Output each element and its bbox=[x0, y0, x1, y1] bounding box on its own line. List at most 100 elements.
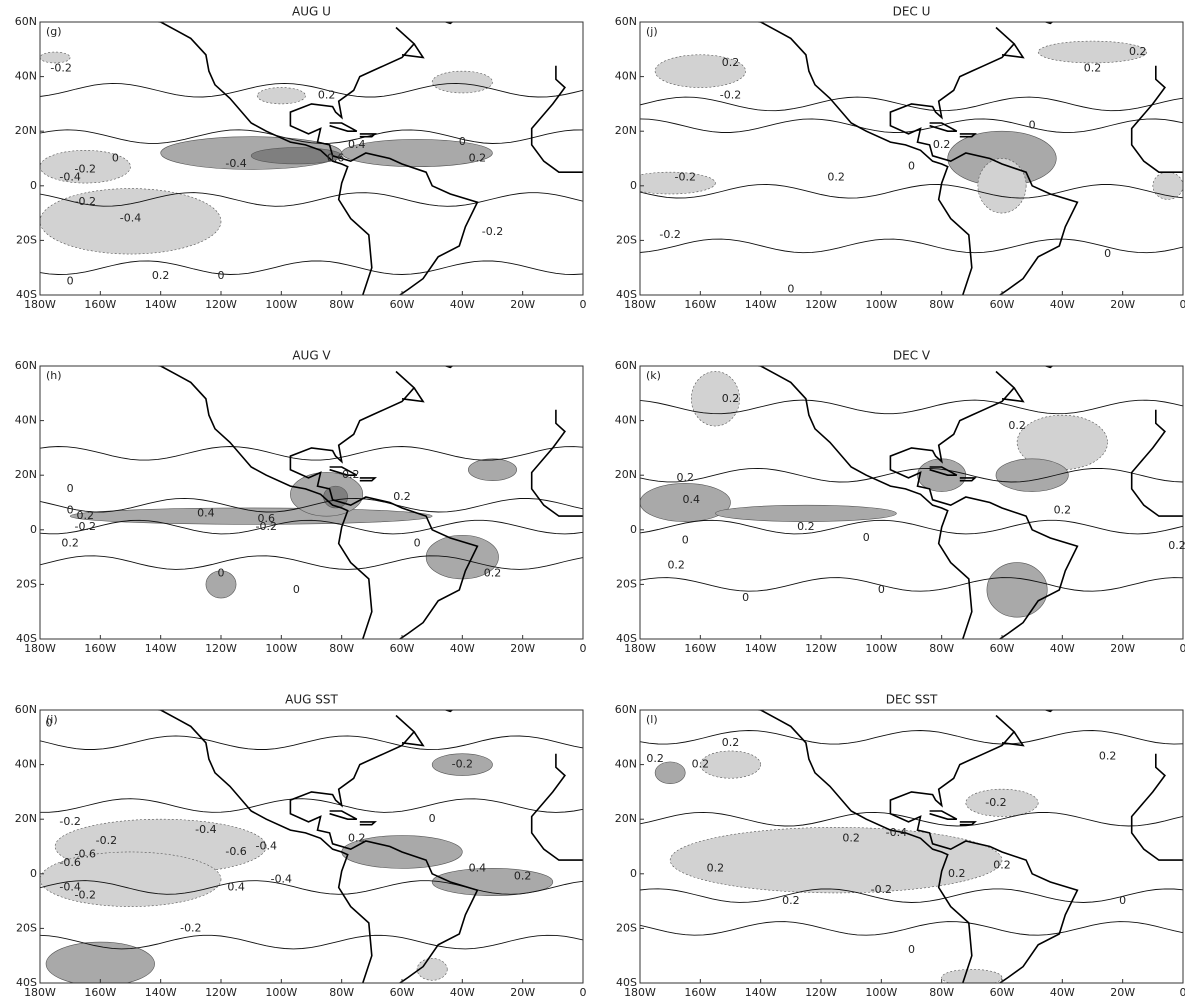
x-tick-label: 120W bbox=[205, 298, 237, 311]
coastline bbox=[532, 410, 583, 516]
contour-label: -0.2 bbox=[256, 520, 277, 533]
x-tick-label: 120W bbox=[805, 986, 837, 998]
x-tick-label: 0 bbox=[1180, 986, 1185, 998]
x-tick-label: 100W bbox=[865, 986, 897, 998]
y-tick-label: 20N bbox=[615, 468, 637, 481]
coastline bbox=[360, 478, 375, 481]
contour-label: 0.2 bbox=[1168, 539, 1185, 552]
contour-label: -0.2 bbox=[659, 228, 680, 241]
y-tick-label: 60N bbox=[15, 15, 37, 28]
contour-line bbox=[640, 468, 1183, 482]
y-tick-label: 0 bbox=[630, 523, 637, 536]
contour-label: 0.2 bbox=[722, 56, 740, 69]
contour-label: 0.6 bbox=[327, 152, 345, 165]
contour-label: 0.2 bbox=[1084, 61, 1102, 74]
contour-label: 0 bbox=[908, 943, 915, 956]
x-tick-label: 20W bbox=[510, 298, 535, 311]
x-tick-label: 0 bbox=[580, 298, 587, 311]
contour-label: 0.2 bbox=[469, 152, 487, 165]
coastline bbox=[532, 754, 583, 860]
y-tick-label: 0 bbox=[630, 179, 637, 192]
contour-line bbox=[40, 261, 583, 275]
y-tick-label: 40N bbox=[15, 758, 37, 771]
contour-label: -0.4 bbox=[120, 212, 141, 225]
x-tick-label: 60W bbox=[990, 298, 1015, 311]
panel-letter: (h) bbox=[46, 369, 62, 382]
y-tick-label: 20N bbox=[15, 124, 37, 137]
contour-line bbox=[40, 799, 583, 813]
panel-letter: (l) bbox=[646, 713, 658, 726]
y-tick-label: 60N bbox=[615, 703, 637, 716]
panel-title: DEC V bbox=[893, 349, 931, 363]
panel-title: AUG SST bbox=[285, 693, 338, 707]
contour-label: -0.2 bbox=[452, 758, 473, 771]
coastline bbox=[290, 28, 477, 306]
x-tick-label: 20W bbox=[1110, 642, 1135, 655]
x-tick-label: 140W bbox=[145, 986, 177, 998]
x-tick-label: 60W bbox=[390, 298, 415, 311]
contour-label: 0 bbox=[742, 591, 749, 604]
x-tick-label: 60W bbox=[990, 642, 1015, 655]
x-tick-label: 140W bbox=[145, 298, 177, 311]
x-tick-label: 80W bbox=[929, 642, 954, 655]
contour-label: 0.2 bbox=[1129, 45, 1147, 58]
y-tick-label: 20N bbox=[15, 812, 37, 825]
y-tick-label: 60N bbox=[615, 359, 637, 372]
x-tick-label: 60W bbox=[990, 986, 1015, 998]
x-tick-label: 160W bbox=[684, 298, 716, 311]
contour-label: 0.2 bbox=[667, 558, 685, 571]
contour-label: -0.2 bbox=[675, 171, 696, 184]
contour-label: -0.2 bbox=[75, 520, 96, 533]
contour-label: 0 bbox=[1119, 894, 1126, 907]
y-tick-label: 40N bbox=[615, 414, 637, 427]
y-tick-label: 20N bbox=[615, 124, 637, 137]
coastline bbox=[731, 19, 972, 306]
coastline bbox=[330, 123, 357, 131]
contour-label: 0.2 bbox=[707, 861, 725, 874]
x-tick-label: 40W bbox=[450, 642, 475, 655]
contour-label: 0 bbox=[67, 274, 74, 287]
x-tick-label: 100W bbox=[865, 298, 897, 311]
contour-line bbox=[40, 556, 583, 570]
shaded-region bbox=[257, 88, 305, 104]
contour-label: -0.2 bbox=[482, 225, 503, 238]
x-tick-label: 100W bbox=[265, 986, 297, 998]
contour-line bbox=[640, 812, 1183, 826]
panel-letter: (i) bbox=[46, 713, 58, 726]
contour-label: 0 bbox=[459, 135, 466, 148]
x-tick-label: 80W bbox=[929, 298, 954, 311]
contour-label: 0 bbox=[1104, 247, 1111, 260]
y-tick-label: 0 bbox=[30, 867, 37, 880]
shaded-region bbox=[324, 486, 348, 508]
y-tick-label: 40N bbox=[615, 70, 637, 83]
shaded-region bbox=[918, 459, 966, 492]
contour-label: 0.2 bbox=[993, 859, 1011, 872]
coastline bbox=[1132, 754, 1183, 860]
y-tick-label: 20S bbox=[16, 921, 37, 934]
contour-label: 0.2 bbox=[722, 736, 740, 749]
contour-label: 0.4 bbox=[469, 861, 487, 874]
contour-label: 0 bbox=[112, 152, 119, 165]
contour-line bbox=[640, 119, 1183, 133]
contour-label: 0 bbox=[218, 269, 225, 282]
y-tick-label: 20S bbox=[16, 577, 37, 590]
x-tick-label: 120W bbox=[805, 298, 837, 311]
contour-line bbox=[640, 184, 1183, 198]
map-panel bbox=[625, 17, 1183, 306]
contour-label: 0 bbox=[67, 482, 74, 495]
contour-label: -0.4 bbox=[271, 872, 292, 885]
contour-label: 0 bbox=[67, 504, 74, 517]
x-tick-label: 60W bbox=[390, 642, 415, 655]
map-panel bbox=[40, 705, 583, 994]
x-tick-label: 60W bbox=[390, 986, 415, 998]
y-tick-label: 0 bbox=[30, 523, 37, 536]
contour-label: -0.2 bbox=[96, 834, 117, 847]
panel-letter: (k) bbox=[646, 369, 661, 382]
contour-label: 0 bbox=[293, 583, 300, 596]
y-tick-label: 40S bbox=[16, 976, 37, 989]
coastline bbox=[960, 134, 975, 137]
x-tick-label: 80W bbox=[329, 986, 354, 998]
x-tick-label: 20W bbox=[1110, 986, 1135, 998]
panel-letter: (j) bbox=[646, 25, 658, 38]
contour-label: 0 bbox=[908, 160, 915, 173]
